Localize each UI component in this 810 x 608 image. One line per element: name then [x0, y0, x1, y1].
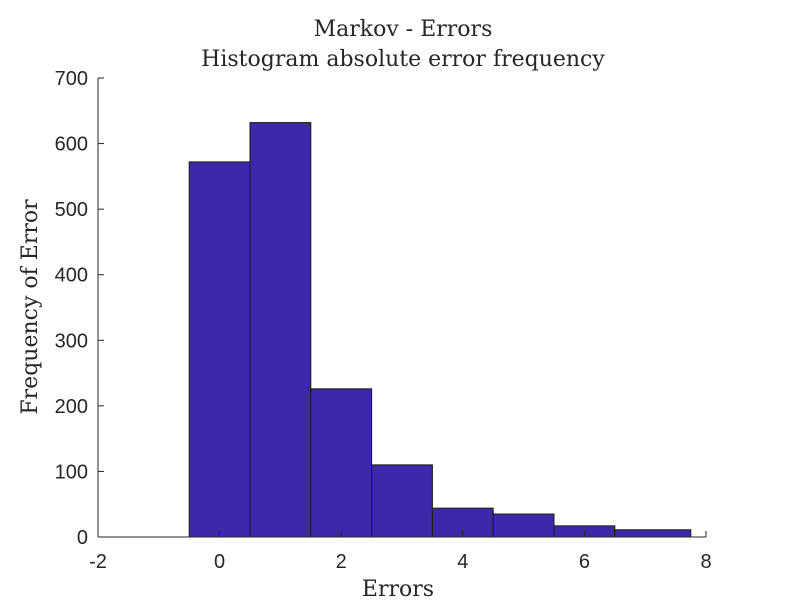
y-ticks-group: 0 100 200 300 400 500 600 700 [55, 68, 104, 549]
y-tick-label: 0 [77, 527, 88, 549]
x-tick-label: 6 [579, 551, 590, 573]
histogram-bar-5 [492, 513, 555, 538]
y-tick-label: 400 [55, 265, 88, 287]
x-tick-label: 4 [457, 551, 468, 573]
chart-subtitle: Histogram absolute error frequency [201, 47, 605, 72]
y-tick-label: 600 [55, 134, 88, 156]
y-tick-label: 700 [55, 68, 88, 90]
y-tick-label: 200 [55, 396, 88, 418]
chart-title: Markov - Errors [314, 17, 493, 42]
y-tick-label: 500 [55, 199, 88, 221]
x-axis-label: Errors [362, 577, 434, 602]
x-tick-label: 2 [336, 551, 347, 573]
histogram-bar-3 [371, 464, 433, 538]
x-ticks-group: -2 0 2 4 6 8 [89, 531, 712, 573]
axes-group [97, 78, 706, 538]
histogram-bar-7 [614, 529, 692, 538]
x-tick-label: 0 [214, 551, 225, 573]
bars-group [188, 122, 692, 538]
histogram-bar-1 [249, 122, 312, 538]
x-tick-label: 8 [700, 551, 711, 573]
x-tick-label: -2 [89, 551, 107, 573]
histogram-bar-0 [188, 161, 251, 538]
y-tick-label: 300 [55, 330, 88, 352]
y-tick-label: 100 [55, 461, 88, 483]
histogram-bar-2 [310, 388, 373, 538]
y-axis-label: Frequency of Error [18, 199, 43, 415]
